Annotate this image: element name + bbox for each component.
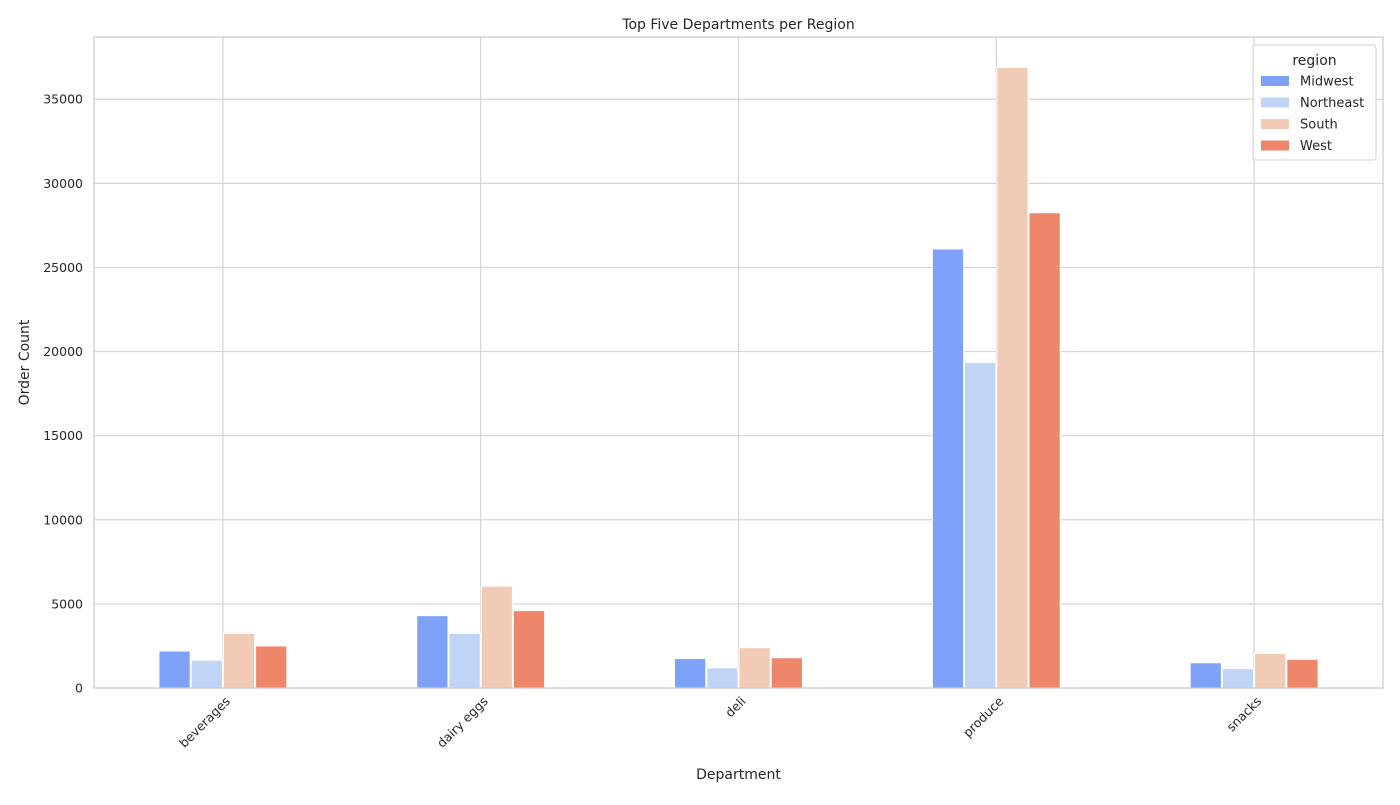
chart-title: Top Five Departments per Region — [621, 17, 854, 33]
legend-title: region — [1292, 53, 1336, 69]
bar-west-dairy-eggs — [512, 610, 546, 689]
y-axis-label: Order Count — [17, 319, 33, 405]
bar-midwest-beverages — [158, 650, 191, 689]
x-axis-label: Department — [696, 767, 781, 783]
y-tick-label: 25000 — [43, 260, 83, 275]
legend-label-south: South — [1300, 118, 1338, 133]
bar-south-deli — [738, 647, 771, 689]
bar-west-deli — [770, 657, 803, 689]
bar-northeast-deli — [706, 667, 739, 689]
bar-south-snacks — [1254, 653, 1287, 689]
bar-northeast-beverages — [190, 659, 223, 689]
x-tick-label: snacks — [1223, 694, 1264, 735]
bar-west-snacks — [1286, 658, 1319, 689]
legend-swatch-west — [1261, 140, 1289, 151]
grid-lines — [94, 37, 1383, 689]
y-tick-label: 5000 — [51, 596, 83, 611]
bar-northeast-snacks — [1221, 668, 1255, 689]
y-tick-label: 15000 — [43, 428, 83, 443]
y-tick-label: 0 — [75, 681, 83, 696]
bars — [158, 66, 1319, 689]
bar-northeast-dairy-eggs — [448, 632, 481, 689]
bar-west-beverages — [255, 645, 288, 689]
bar-midwest-deli — [674, 658, 707, 689]
legend-swatch-midwest — [1261, 76, 1289, 86]
legend-swatch-northeast — [1261, 97, 1289, 108]
legend-label-northeast: Northeast — [1300, 96, 1364, 111]
bar-south-dairy-eggs — [480, 585, 513, 689]
legend-box — [1252, 44, 1377, 161]
legend-items: Midwest Northeast South West — [1261, 75, 1364, 154]
x-tick-label: dairy eggs — [434, 694, 491, 751]
bar-west-produce — [1028, 212, 1061, 689]
legend: region Midwest Northeast South West — [1252, 44, 1377, 161]
x-tick-label: produce — [960, 693, 1007, 740]
plot-frame — [93, 36, 1384, 689]
x-tick-label: beverages — [176, 694, 233, 751]
y-tick-label: 20000 — [43, 344, 83, 359]
bar-south-beverages — [222, 632, 256, 689]
y-tick-label: 35000 — [43, 92, 83, 107]
axes — [93, 36, 1384, 689]
legend-label-west: West — [1300, 139, 1332, 154]
bar-midwest-dairy-eggs — [416, 615, 449, 689]
y-tick-label: 30000 — [43, 176, 83, 191]
bar-midwest-snacks — [1189, 662, 1222, 689]
legend-swatch-south — [1261, 119, 1289, 129]
bar-northeast-produce — [964, 362, 997, 689]
y-tick-label: 10000 — [43, 512, 83, 527]
legend-label-midwest: Midwest — [1300, 75, 1354, 90]
bar-midwest-produce — [931, 248, 965, 689]
bar-south-produce — [996, 66, 1029, 689]
x-tick-label: deli — [722, 694, 749, 721]
